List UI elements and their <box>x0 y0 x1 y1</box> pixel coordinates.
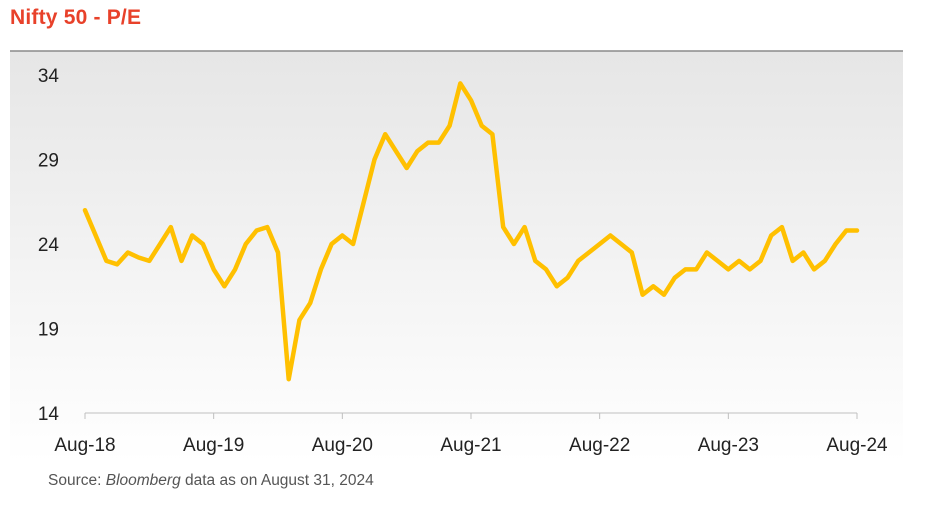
x-tick-label: Aug-24 <box>826 435 888 456</box>
y-tick-label: 29 <box>38 151 59 172</box>
x-tick-label: Aug-21 <box>440 435 501 456</box>
source-prefix: Source: <box>48 472 106 489</box>
plot-background <box>10 51 903 462</box>
x-tick-label: Aug-18 <box>54 435 115 456</box>
y-tick-label: 34 <box>38 66 60 87</box>
x-tick-label: Aug-20 <box>312 435 373 456</box>
x-tick-label: Aug-22 <box>569 435 630 456</box>
x-tick-label: Aug-19 <box>183 435 244 456</box>
series-line-pe <box>82 81 860 382</box>
y-tick-label: 14 <box>38 404 60 425</box>
y-axis: 14 19 24 29 34 <box>38 66 60 425</box>
chart-title: Nifty 50 - P/E <box>10 6 142 29</box>
y-tick-label: 19 <box>38 320 59 341</box>
source-name: Bloomberg <box>105 472 181 489</box>
source-note: Source: Bloomberg data as on August 31, … <box>48 472 374 490</box>
y-tick-label: 24 <box>38 235 60 256</box>
x-axis-ticks: Aug-18 Aug-19 Aug-20 Aug-21 Aug-22 Aug-23 Aug-… <box>54 413 888 456</box>
x-tick-label: Aug-23 <box>698 435 759 456</box>
source-suffix: data as on August 31, 2024 <box>180 472 374 489</box>
